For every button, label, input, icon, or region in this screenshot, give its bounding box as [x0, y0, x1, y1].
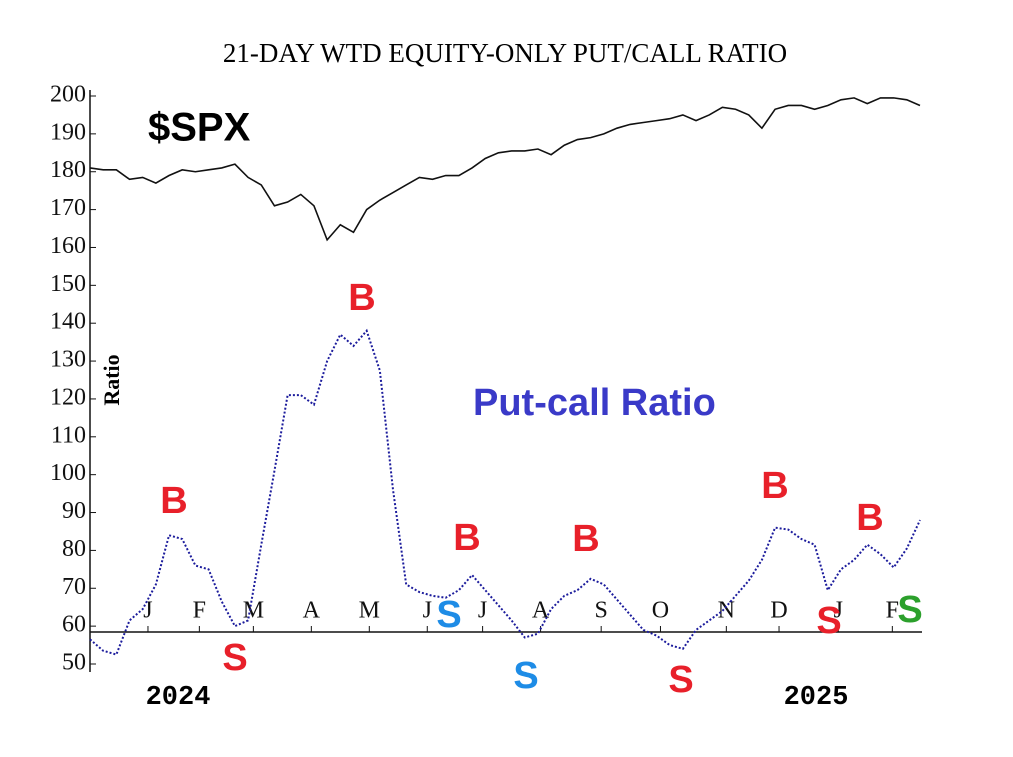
y-tick-label: 60 — [62, 612, 86, 638]
series-line — [89, 97, 921, 242]
y-tick-label: 130 — [50, 347, 86, 373]
x-tick-label: F — [886, 598, 899, 624]
y-tick-label: 150 — [50, 271, 86, 297]
y-tick-label: 100 — [50, 460, 86, 486]
x-tick-label: A — [303, 598, 321, 624]
x-tick-label: N — [718, 598, 735, 624]
signal-label: S — [816, 600, 841, 642]
signal-label: B — [572, 518, 599, 560]
signal-label: S — [513, 655, 538, 697]
signal-label: B — [856, 497, 883, 539]
ratio-label: Put-call Ratio — [473, 382, 716, 424]
y-tick-label: 180 — [50, 157, 86, 183]
y-tick-label: 80 — [62, 536, 86, 562]
y-tick-label: 200 — [50, 82, 86, 108]
year-label: 2024 — [146, 683, 211, 713]
series-line — [89, 328, 921, 656]
signal-label: S — [436, 594, 461, 636]
y-tick-label: 140 — [50, 309, 86, 335]
y-tick-label: 90 — [62, 498, 86, 524]
signal-label: B — [160, 480, 187, 522]
x-tick-label: F — [193, 598, 206, 624]
y-tick-label: 170 — [50, 195, 86, 221]
y-tick-label: 190 — [50, 119, 86, 145]
signal-label: S — [897, 589, 922, 631]
y-tick-label: 160 — [50, 233, 86, 259]
x-tick-label: A — [532, 598, 550, 624]
x-tick-label: S — [594, 598, 607, 624]
y-tick-label: 70 — [62, 574, 86, 600]
year-label: 2025 — [784, 683, 849, 713]
signal-label: S — [668, 659, 693, 701]
x-tick-label: O — [652, 598, 669, 624]
x-tick-label: M — [359, 598, 380, 624]
y-tick-label: 120 — [50, 384, 86, 410]
x-tick-label: D — [770, 598, 787, 624]
chart-title: 21-DAY WTD EQUITY-ONLY PUT/CALL RATIO — [223, 38, 787, 68]
x-tick-label: J — [423, 598, 432, 624]
signal-label: S — [222, 637, 247, 679]
signal-label: B — [348, 277, 375, 319]
x-tick-label: J — [143, 598, 152, 624]
x-tick-label: J — [478, 598, 487, 624]
x-tick-label: J — [834, 598, 843, 624]
signal-label: B — [761, 465, 788, 507]
y-tick-label: 50 — [62, 650, 86, 676]
x-tick-label: M — [243, 598, 264, 624]
spx-label: $SPX — [148, 106, 251, 150]
signal-label: B — [453, 517, 480, 559]
y-axis-label: Ratio — [99, 354, 124, 405]
y-tick-label: 110 — [51, 422, 86, 448]
